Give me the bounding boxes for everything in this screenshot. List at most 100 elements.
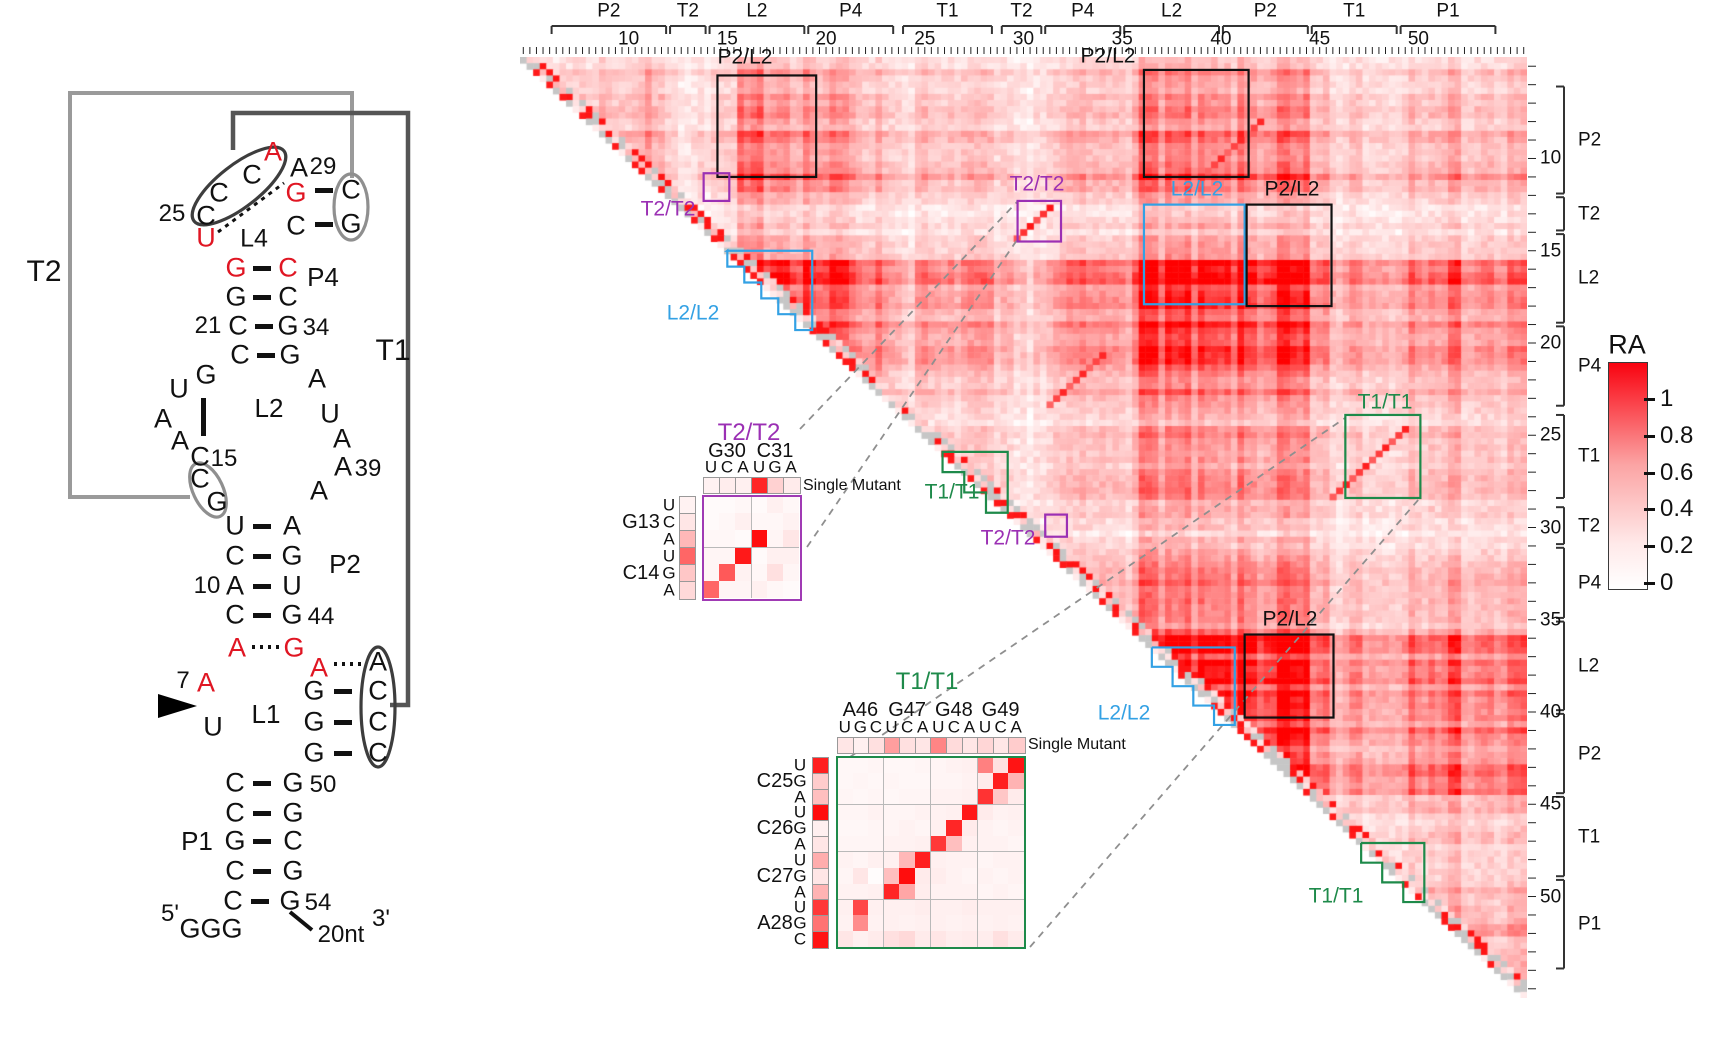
base-glyph: C — [286, 210, 306, 241]
inset-cell — [930, 820, 947, 837]
inset-cell — [914, 899, 931, 916]
inset-cell — [883, 867, 900, 885]
region-stair-label: T1/T1 — [1308, 884, 1364, 908]
base-glyph: 21 — [194, 312, 222, 339]
right-axis-tick-label: 30 — [1540, 517, 1562, 538]
base-glyph: 39 — [354, 455, 382, 482]
inset-cell — [868, 899, 885, 916]
right-axis-segment-label: T2 — [1578, 515, 1601, 537]
inset-t1t1-title: T1/T1 — [895, 668, 959, 695]
inset-cell — [868, 931, 885, 948]
inset-col-group-label: G49 — [981, 699, 1020, 721]
inset-cell — [899, 788, 916, 805]
inset-cell — [977, 804, 994, 821]
inset-cell — [837, 820, 853, 837]
inset-cell — [946, 804, 963, 821]
inset-cell — [868, 867, 885, 885]
inset-row-base: G — [793, 818, 807, 838]
inset-cell — [946, 899, 963, 916]
base-glyph: G — [279, 885, 301, 916]
base-glyph: G — [282, 767, 304, 798]
region-box-label: T1/T1 — [1357, 390, 1413, 414]
right-axis-segment-label: T2 — [1578, 203, 1601, 225]
inset-col-base: U — [932, 717, 945, 737]
inset-col-base: A — [917, 717, 929, 737]
inset-cell — [961, 757, 978, 774]
base-glyph: G — [277, 310, 299, 341]
base-glyph: G — [303, 737, 325, 768]
inset-cell — [852, 867, 869, 885]
inset-cell — [899, 804, 916, 821]
inset-cell — [837, 899, 853, 916]
top-axis-segment-label: P2 — [597, 0, 621, 22]
inset-cell — [914, 883, 931, 900]
top-axis-tick-label: 10 — [618, 28, 640, 50]
inset-cell — [883, 772, 900, 790]
inset-row-group-label: A28 — [757, 912, 793, 935]
inset-cell — [899, 772, 916, 790]
inset-cell — [961, 820, 978, 837]
inset-cell — [883, 788, 900, 805]
base-glyph: C — [368, 737, 388, 768]
base-glyph: C — [368, 706, 388, 737]
top-axis-segment-label: P4 — [839, 0, 863, 22]
inset-cell — [914, 851, 931, 869]
inset-cell — [837, 851, 853, 869]
inset-cell — [852, 915, 869, 932]
inset-cell — [946, 851, 963, 869]
inset-cell — [852, 757, 869, 774]
inset-cell — [930, 931, 947, 948]
right-axis-segment-label: P2 — [1578, 129, 1602, 151]
region-stair-label: L2/L2 — [666, 301, 720, 325]
colorbar-tick — [1644, 508, 1655, 512]
inset-cell — [1008, 899, 1025, 916]
inset-cell — [868, 851, 885, 869]
inset-col-base: U — [885, 717, 898, 737]
base-glyph: G — [340, 208, 362, 239]
right-axis-tick-label: 45 — [1540, 793, 1562, 815]
inset-cell — [852, 772, 869, 790]
base-glyph: G — [279, 339, 301, 370]
inset-cell — [992, 788, 1009, 805]
inset-single-mutant-cell — [783, 477, 801, 494]
inset-col-base: A — [1010, 717, 1022, 737]
right-axis-segment-label: P4 — [1578, 355, 1602, 377]
inset-cell — [914, 915, 931, 932]
colorbar-gradient — [1608, 362, 1648, 590]
base-glyph: 54 — [304, 889, 332, 916]
base-glyph: C — [228, 310, 248, 341]
inset-cell — [1008, 804, 1025, 821]
inset-cell — [735, 581, 752, 599]
inset-cell — [992, 899, 1009, 916]
inset-cell — [1008, 772, 1025, 790]
base-glyph: C — [242, 159, 262, 190]
inset-col-base: C — [900, 717, 914, 737]
region-box-label: T2/T2 — [1009, 172, 1065, 196]
inset-row-base: G — [793, 913, 807, 933]
inset-cell — [783, 513, 800, 531]
inset-cell — [767, 530, 784, 548]
inset-cell — [868, 757, 885, 774]
inset-cell — [837, 757, 853, 774]
inset-cell — [977, 788, 994, 805]
inset-cell — [883, 899, 900, 916]
inset-cell — [977, 836, 994, 853]
inset-cell — [868, 883, 885, 900]
inset-row-base: A — [663, 529, 675, 548]
base-glyph: L2 — [254, 393, 284, 423]
inset-cell — [852, 851, 869, 869]
inset-cell — [946, 820, 963, 837]
inset-cell — [977, 820, 994, 837]
inset-col-base: C — [869, 717, 883, 737]
inset-cell — [930, 867, 947, 885]
colorbar-tick-label: 1 — [1660, 385, 1674, 412]
inset-cell — [735, 496, 752, 514]
colorbar-title: RA — [1608, 329, 1646, 360]
inset-cell — [1008, 820, 1025, 837]
top-axis-segment-label: T2 — [1010, 0, 1033, 22]
base-glyph: C — [278, 281, 298, 312]
region-box-label: P2/L2 — [1080, 44, 1136, 68]
inset-cell — [977, 867, 994, 885]
top-axis-segment-label: L2 — [1161, 0, 1183, 22]
inset-col-group-label: G48 — [934, 699, 973, 721]
